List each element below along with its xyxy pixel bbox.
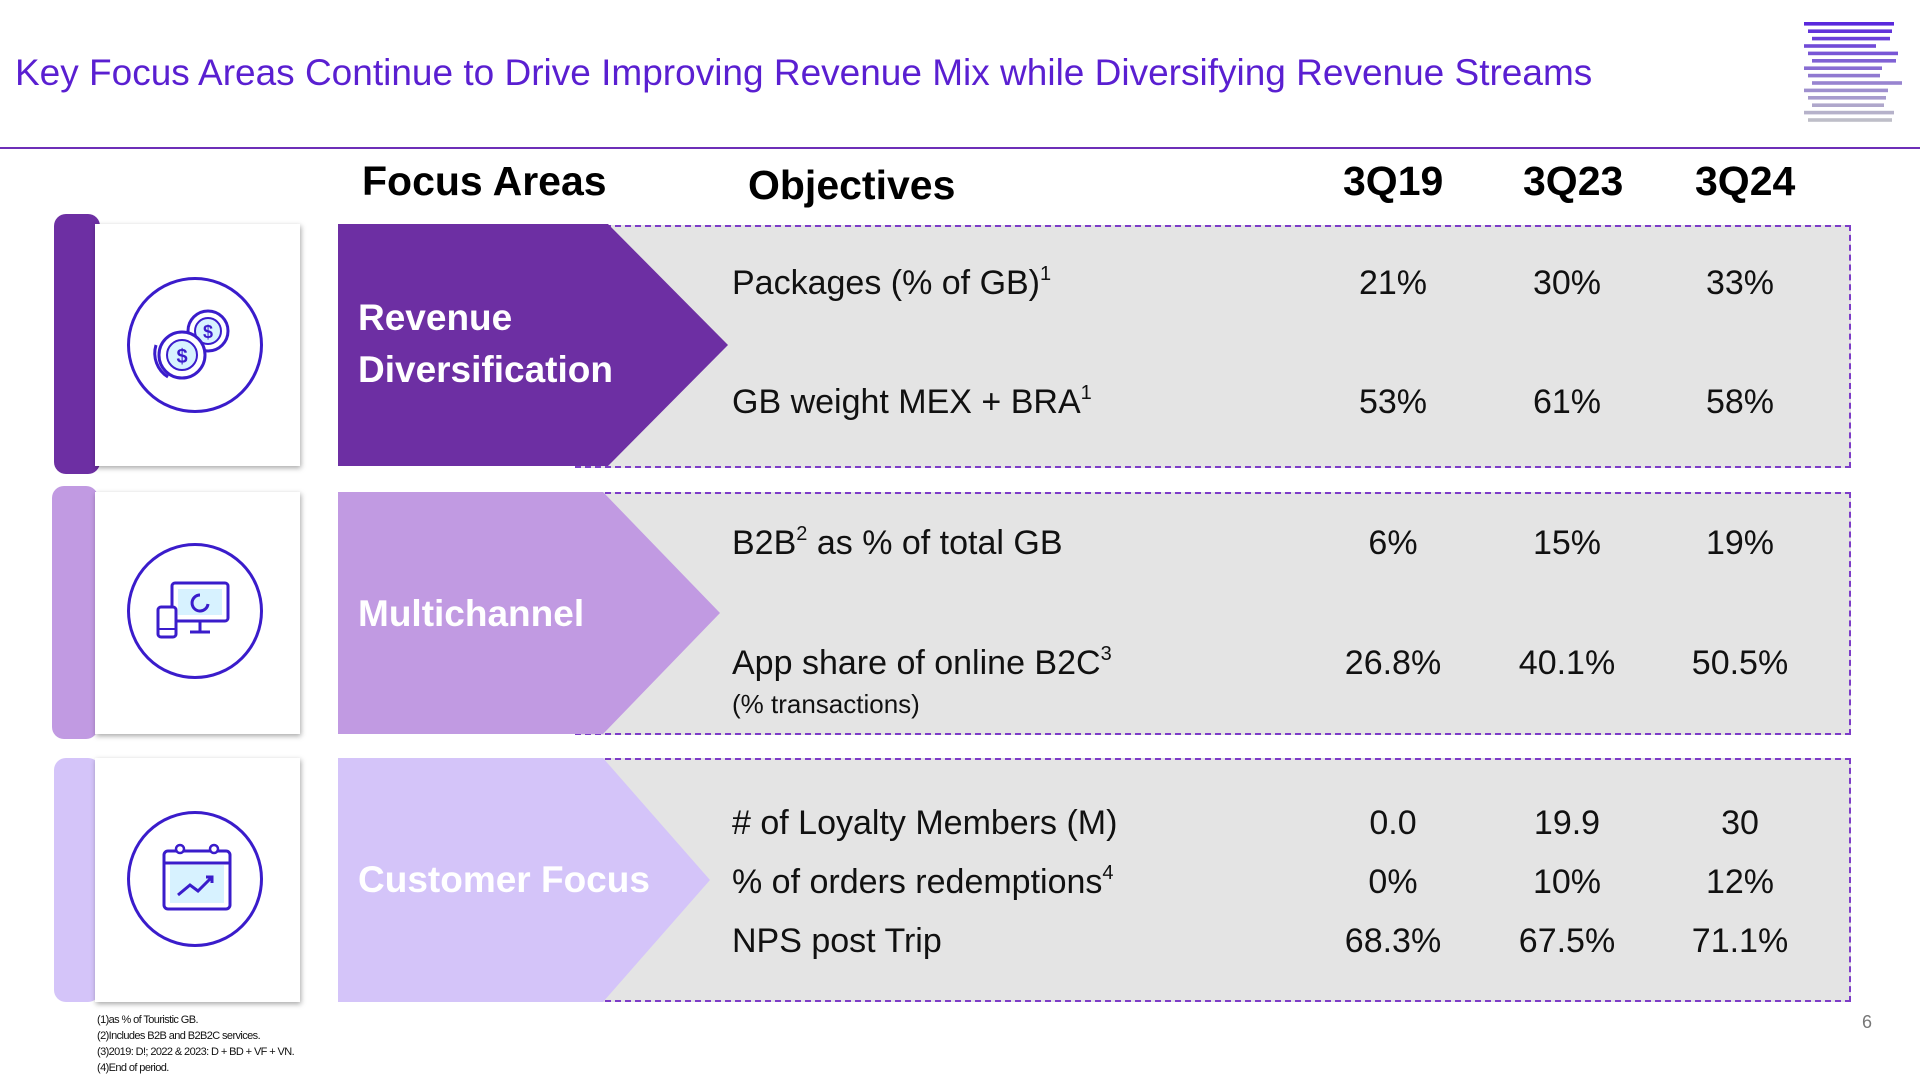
objective-sublabel: (% transactions) — [732, 689, 920, 719]
focus-area-multichannel-label: Multichannel — [358, 593, 585, 634]
value-3q24: 71.1% — [1691, 922, 1789, 960]
value-3q19: 53% — [1358, 383, 1428, 421]
focus-area-revenue-line2: Diversification — [358, 349, 613, 390]
svg-text:$: $ — [203, 322, 213, 342]
logo-bar — [1808, 51, 1898, 56]
company-logo — [1798, 18, 1910, 128]
section-multichannel-bar — [52, 486, 98, 739]
footnote: (3)2019: D!; 2022 & 2023: D + BD + VF + … — [97, 1046, 295, 1058]
value-3q23: 30% — [1532, 264, 1602, 302]
header-3q19: 3Q19 — [1343, 158, 1444, 204]
logo-bar — [1808, 96, 1886, 100]
footnote: (1)as % of Touristic GB. — [97, 1014, 199, 1026]
page-title: Key Focus Areas Continue to Drive Improv… — [15, 52, 1593, 93]
value-3q24: 19% — [1705, 524, 1775, 562]
section-revenue-panel — [575, 225, 1851, 468]
objective-label: Packages (% of GB)1 — [732, 263, 1052, 302]
section-multichannel-panel — [575, 492, 1851, 735]
objective-label: B2B2 as % of total GB — [732, 523, 1063, 562]
logo-bar — [1804, 44, 1876, 48]
section-customer-bar — [54, 758, 100, 1002]
value-3q24: 30 — [1721, 804, 1759, 842]
value-3q24: 12% — [1705, 863, 1775, 901]
value-3q23: 15% — [1532, 524, 1602, 562]
title-divider — [0, 147, 1920, 149]
value-3q23: 40.1% — [1518, 644, 1616, 682]
logo-bar — [1812, 81, 1902, 85]
value-3q19: 26.8% — [1344, 644, 1442, 682]
logo-bar — [1804, 22, 1894, 26]
value-3q23: 67.5% — [1518, 922, 1616, 960]
footnote: (4)End of period. — [97, 1062, 169, 1074]
value-3q19: 21% — [1358, 264, 1428, 302]
logo-bar — [1812, 59, 1896, 63]
focus-area-revenue: Revenue Diversification — [338, 224, 728, 466]
focus-area-revenue-line1: Revenue — [358, 297, 513, 338]
section-revenue-bar — [54, 214, 100, 474]
logo-bar — [1812, 36, 1890, 41]
value-3q23: 19.9 — [1533, 804, 1601, 842]
objective-label: GB weight MEX + BRA1 — [732, 382, 1092, 421]
svg-text:$: $ — [176, 346, 187, 368]
logo-bar — [1804, 110, 1894, 115]
header-focus-areas: Focus Areas — [362, 158, 607, 204]
section-customer-panel — [575, 758, 1851, 1002]
logo-bar — [1804, 88, 1888, 93]
objective-label: % of orders redemptions4 — [732, 862, 1114, 901]
section-multichannel-iconbox — [95, 492, 300, 734]
focus-area-multichannel: Multichannel — [338, 492, 728, 734]
logo-bar — [1808, 29, 1892, 33]
header-3q23: 3Q23 — [1523, 158, 1624, 204]
footnote: (2)Includes B2B and B2B2C services. — [97, 1030, 261, 1042]
value-3q23: 61% — [1532, 383, 1602, 421]
value-3q24: 50.5% — [1691, 644, 1789, 682]
value-3q19: 68.3% — [1344, 922, 1442, 960]
value-3q23: 10% — [1532, 863, 1602, 901]
value-3q24: 33% — [1705, 264, 1775, 302]
objective-label: # of Loyalty Members (M) — [732, 804, 1118, 842]
value-3q24: 58% — [1705, 383, 1775, 421]
logo-bar — [1804, 66, 1882, 70]
objective-label: App share of online B2C3 — [732, 643, 1112, 682]
header-3q24: 3Q24 — [1695, 158, 1796, 204]
calendar-chart-icon — [127, 811, 263, 947]
logo-bar — [1812, 103, 1884, 107]
section-revenue-iconbox: $ $ — [95, 224, 300, 466]
focus-area-customer-label: Customer Focus — [358, 859, 650, 900]
objective-label: NPS post Trip — [732, 922, 942, 960]
value-3q19: 0% — [1368, 863, 1418, 901]
footnotes: (1)as % of Touristic GB. (2)Includes B2B… — [97, 1012, 295, 1076]
value-3q19: 6% — [1368, 524, 1418, 562]
focus-area-customer: Customer Focus — [338, 758, 728, 1002]
coins-dollar-icon: $ $ — [127, 277, 263, 413]
logo-bar — [1808, 73, 1880, 78]
header-objectives: Objectives — [748, 162, 956, 208]
page-number: 6 — [1862, 1012, 1873, 1032]
logo-bar — [1808, 118, 1892, 122]
devices-icon — [127, 543, 263, 679]
value-3q19: 0.0 — [1369, 804, 1417, 842]
section-customer-iconbox — [95, 758, 300, 1002]
